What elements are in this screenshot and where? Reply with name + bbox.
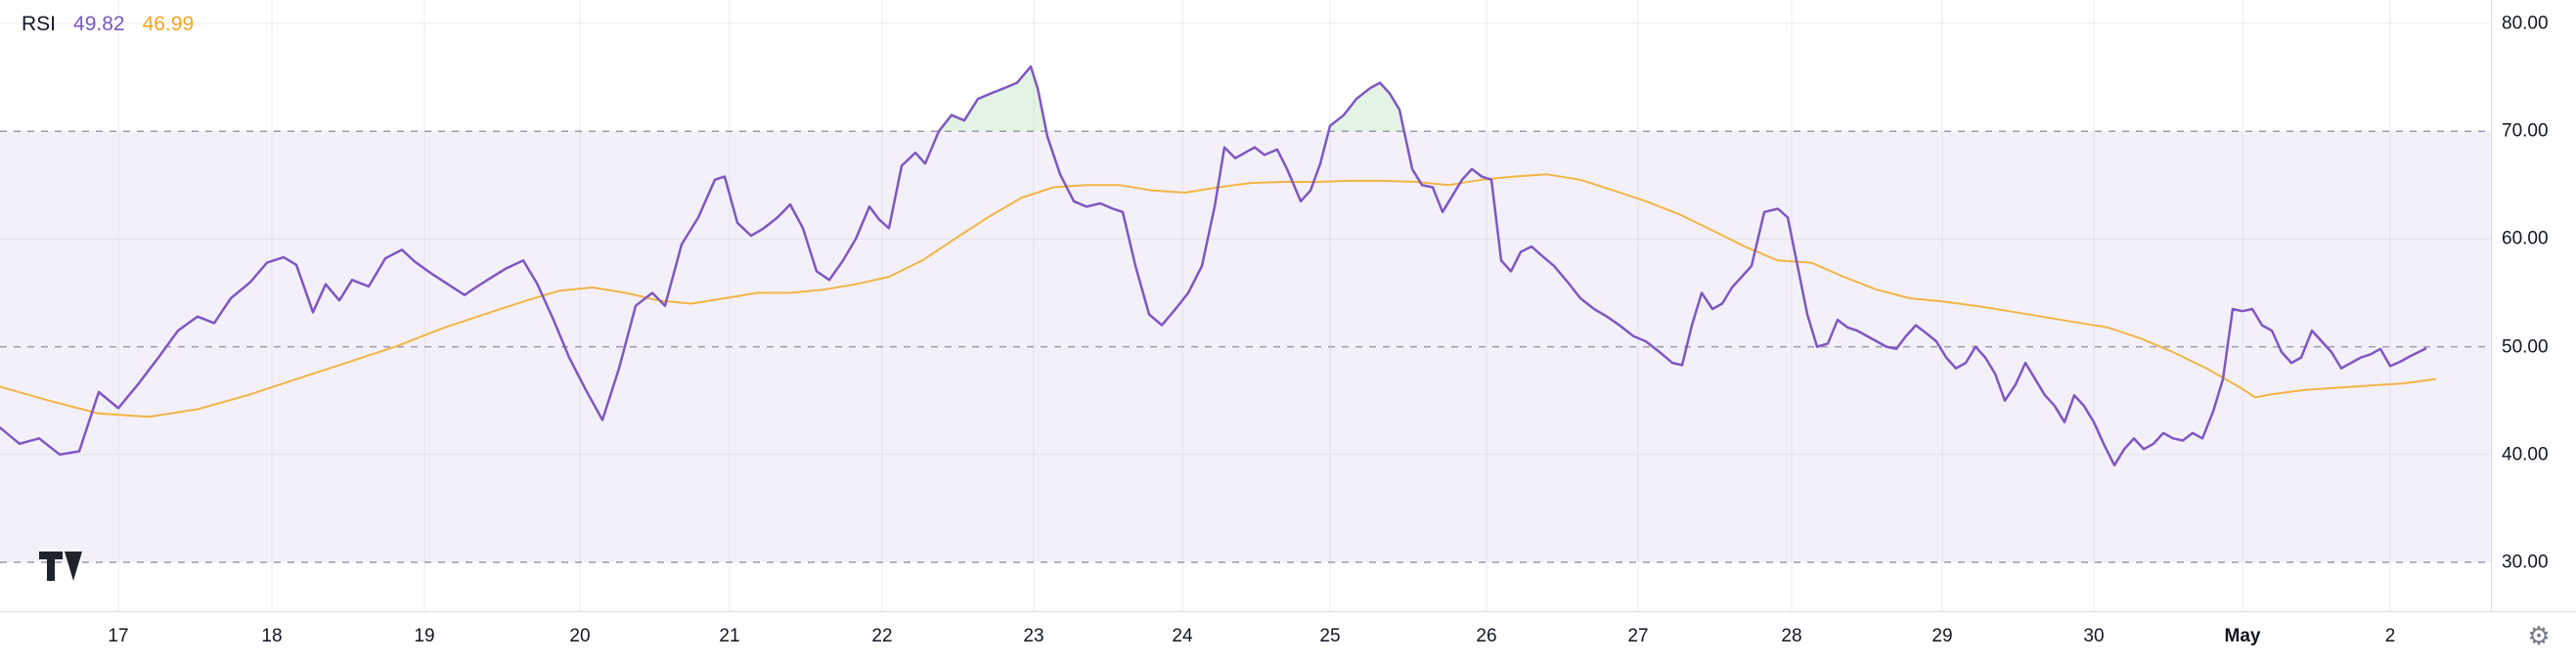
rsi-chart-canvas[interactable]	[0, 0, 2491, 611]
time-axis[interactable]: 17 18 19 20 21 22 23 24 25 26 27 28 29 30 May 2	[0, 611, 2576, 663]
time-axis-label: 21	[719, 626, 740, 646]
time-axis-label: 18	[261, 626, 283, 646]
time-axis-label: May	[2224, 626, 2261, 646]
time-axis-label: 26	[1476, 626, 1497, 646]
price-axis-label: 50.00	[2502, 336, 2549, 358]
rsi-ma-line	[0, 173, 2436, 419]
time-axis-label: 19	[414, 626, 435, 646]
price-axis[interactable]: 80.00 70.00 60.00 50.00 40.00 30.00	[2491, 0, 2576, 663]
time-axis-label: 22	[871, 626, 893, 646]
time-axis-label: 30	[2083, 626, 2105, 646]
rsi-ma-current-value: 46.99	[142, 13, 195, 35]
gear-icon: ⚙	[2527, 620, 2551, 650]
time-axis-label: 20	[569, 626, 591, 646]
time-axis-label: 17	[108, 626, 129, 646]
time-axis-label: 25	[1319, 626, 1341, 646]
tradingview-logo[interactable]	[39, 552, 82, 586]
indicator-title[interactable]: RSI	[22, 13, 57, 35]
price-axis-label: 60.00	[2502, 228, 2549, 249]
tradingview-logo-icon	[39, 552, 82, 581]
rsi-line	[0, 65, 2427, 467]
time-axis-label: 24	[1172, 626, 1193, 646]
indicator-legend: RSI 49.82 46.99	[22, 12, 194, 36]
time-axis-label: 29	[1932, 626, 1953, 646]
price-axis-label: 30.00	[2502, 552, 2549, 573]
price-axis-label: 70.00	[2502, 120, 2549, 142]
time-axis-label: 28	[1781, 626, 1802, 646]
time-axis-label: 23	[1023, 626, 1044, 646]
price-axis-label: 40.00	[2502, 444, 2549, 465]
price-axis-label: 80.00	[2502, 13, 2549, 34]
time-axis-label: 2	[2384, 626, 2396, 646]
settings-icon[interactable]: ⚙	[2519, 618, 2558, 653]
rsi-current-value: 49.82	[73, 13, 125, 35]
time-axis-label: 27	[1627, 626, 1649, 646]
